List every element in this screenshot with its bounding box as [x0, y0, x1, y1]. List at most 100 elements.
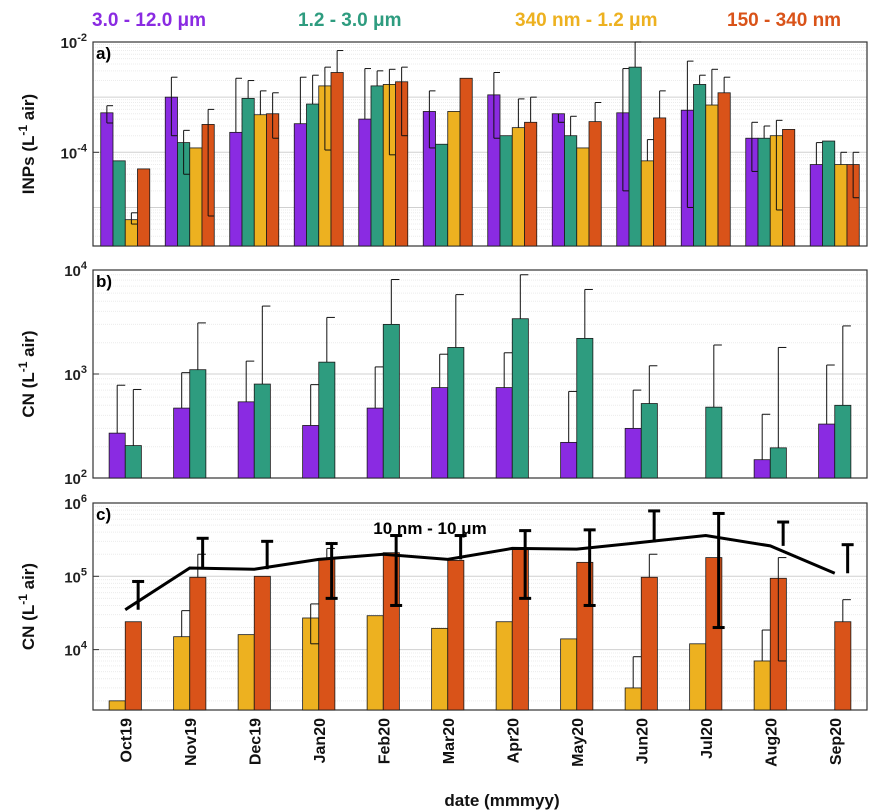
legend: 3.0 - 12.0 μm 1.2 - 3.0 μm 340 nm - 1.2 μm… — [92, 10, 841, 31]
bar — [431, 627, 449, 711]
bar — [495, 621, 513, 711]
bar — [293, 123, 307, 247]
bar — [753, 459, 771, 479]
bar — [108, 700, 126, 711]
bar — [229, 131, 243, 247]
panel-3: 104 105 106 CN (L-1 air) c) 10 nm - 10 μm — [16, 493, 868, 711]
bar — [431, 387, 449, 479]
bar — [511, 318, 529, 479]
bar — [447, 559, 465, 711]
y-tick-label: 10-2 — [61, 32, 87, 52]
bar — [624, 427, 642, 479]
bar — [818, 423, 836, 479]
bar — [447, 347, 465, 479]
x-tick-label: Jan20 — [312, 718, 329, 763]
bar — [382, 323, 400, 479]
panel-1: 10-4 10-2 INPs (L-1 air) a) — [16, 32, 868, 247]
bar — [100, 112, 114, 247]
y-tick-label: 105 — [64, 566, 87, 586]
y-tick-label: 102 — [64, 468, 87, 488]
bar — [173, 407, 191, 479]
axes-frame — [92, 502, 868, 711]
x-tick-label: Jul20 — [699, 718, 716, 759]
panel-label: a) — [96, 44, 111, 63]
panel-2: 102 103 104 CN (L-1 air) b) — [16, 260, 868, 488]
x-tick-label: Apr20 — [505, 718, 522, 763]
bar — [809, 164, 823, 247]
bar — [241, 97, 255, 247]
bar — [705, 406, 723, 479]
bar — [108, 432, 126, 479]
bar — [253, 383, 271, 479]
bar — [653, 117, 667, 247]
bar — [237, 634, 255, 711]
bar — [366, 615, 384, 711]
y-axis-label: CN (L-1 air) — [16, 330, 38, 417]
bar — [689, 643, 707, 711]
x-tick-label: May20 — [570, 718, 587, 767]
bar — [640, 576, 658, 711]
bar — [757, 137, 771, 247]
bar — [124, 621, 142, 711]
y-tick-label: 103 — [64, 364, 87, 384]
y-tick-label: 104 — [64, 640, 88, 660]
bar — [560, 441, 578, 479]
bar — [564, 135, 578, 247]
bar — [370, 85, 384, 247]
total-cn-line — [124, 534, 836, 611]
y-tick-label: 106 — [64, 493, 87, 513]
bar — [753, 660, 771, 711]
bar — [302, 425, 320, 479]
bar — [137, 168, 151, 247]
bar — [189, 147, 203, 247]
bar — [705, 104, 719, 247]
bar — [640, 160, 654, 247]
panels: 10-4 10-2 INPs (L-1 air) a) 102 103 104 CN (L-1… — [16, 32, 868, 711]
x-tick-label: Feb20 — [376, 718, 393, 764]
legend-entry: 150 - 340 nm — [727, 10, 841, 31]
y-axis-label: INPs (L-1 air) — [16, 94, 38, 194]
bar — [834, 621, 852, 711]
bar — [822, 140, 836, 247]
bar — [499, 135, 513, 247]
x-tick-label: Dec19 — [247, 718, 264, 765]
x-category-labels: Oct19 Nov19 Dec19 Jan20 Feb20 Mar20 Apr20 May20… — [118, 718, 845, 767]
bar — [366, 407, 384, 479]
line-series-label: 10 nm - 10 μm — [373, 519, 486, 538]
legend-entry: 3.0 - 12.0 μm — [92, 10, 206, 31]
bar — [511, 127, 525, 247]
bar — [253, 114, 267, 247]
bar — [189, 576, 207, 711]
bar — [628, 66, 642, 247]
panel-label: c) — [96, 505, 111, 524]
y-tick-label: 104 — [64, 260, 88, 280]
y-tick-label: 10-4 — [61, 142, 88, 162]
bar — [693, 84, 707, 247]
x-tick-label: Mar20 — [441, 718, 458, 764]
bar — [306, 103, 320, 247]
bar — [834, 164, 848, 247]
x-tick-label: Aug20 — [763, 718, 780, 767]
axes-frame — [92, 41, 868, 247]
bar — [588, 121, 602, 247]
bar — [834, 404, 852, 479]
bar — [560, 638, 578, 711]
bar — [447, 111, 461, 247]
bar — [782, 129, 796, 247]
bar — [459, 77, 473, 247]
bar — [769, 447, 787, 479]
bar — [173, 636, 191, 711]
bar — [112, 160, 126, 247]
bar — [495, 387, 513, 479]
bar — [237, 401, 255, 479]
bar — [551, 113, 565, 247]
legend-entry: 1.2 - 3.0 μm — [298, 10, 402, 31]
bar — [576, 337, 594, 479]
panel-label: b) — [96, 272, 112, 291]
bar — [576, 147, 590, 247]
bar — [318, 361, 336, 479]
bar — [330, 72, 344, 247]
bar — [624, 687, 642, 711]
x-tick-label: Sep20 — [828, 718, 845, 765]
